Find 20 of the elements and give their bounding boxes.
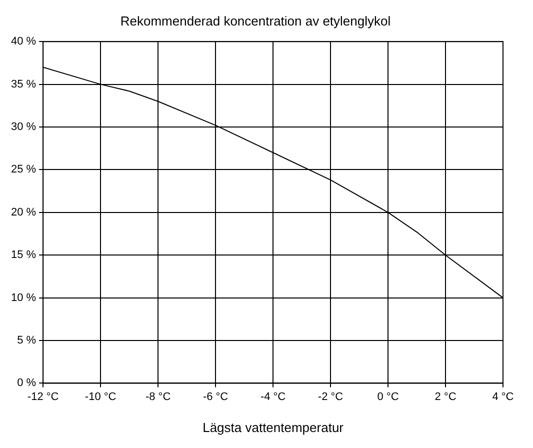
x-tick-label: 2 °C	[434, 390, 456, 403]
x-tick-label: -12 °C	[27, 390, 59, 403]
y-tick-label: 20 %	[10, 206, 36, 218]
y-tick-label: 0 %	[17, 377, 36, 390]
y-tick-label: 10 %	[10, 292, 36, 304]
x-tick-label: -4 °C	[260, 390, 286, 403]
y-tick-label: 35 %	[10, 78, 36, 90]
chart-title: Rekommenderad koncentration av etylenglykol	[120, 13, 391, 28]
y-tick-label: 15 %	[10, 249, 36, 262]
x-tick-label: -6 °C	[202, 390, 228, 403]
y-tick-label: 40 %	[10, 36, 36, 48]
x-tick-label: 4 °C	[492, 390, 514, 403]
x-tick-label: -10 °C	[84, 390, 116, 403]
y-tick-label: 30 %	[10, 121, 36, 134]
x-tick-label: -8 °C	[145, 390, 171, 403]
x-tick-label: -2 °C	[318, 390, 344, 403]
y-tick-label: 25 %	[10, 164, 36, 176]
y-tick-label: 5 %	[17, 334, 36, 347]
x-axis-title: Lägsta vattentemperatur	[202, 420, 344, 435]
x-tick-label: 0 °C	[377, 390, 399, 403]
